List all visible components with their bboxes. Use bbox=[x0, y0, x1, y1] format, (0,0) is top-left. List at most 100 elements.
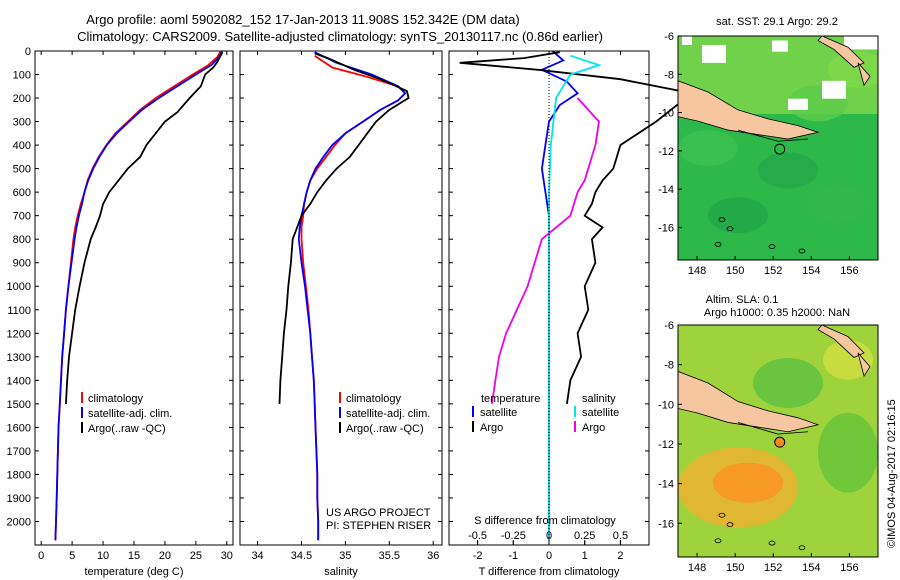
map_sla-xtick-label: 152 bbox=[764, 562, 782, 574]
map_sst-small-island bbox=[718, 217, 726, 223]
temp-xtick-label: 5 bbox=[69, 550, 75, 562]
map-sst-title: sat. SST: 29.1 Argo: 29.2 bbox=[716, 16, 838, 28]
diff-series-1 bbox=[459, 51, 694, 405]
map_sst-small-island bbox=[714, 241, 722, 247]
temp-ytick-label: 1800 bbox=[7, 469, 31, 481]
diff-top-label: S difference from climatology bbox=[474, 515, 616, 527]
map_sla-land-bougainville bbox=[857, 352, 871, 378]
map_sla-ytick-label: -12 bbox=[658, 439, 674, 451]
sal-xtick-label: 35.5 bbox=[379, 550, 400, 562]
map_sst-small-island bbox=[726, 226, 734, 232]
temp-ytick-label: 700 bbox=[13, 211, 31, 223]
map_sla-ytick-label: -14 bbox=[658, 479, 674, 491]
map_sst-land-png bbox=[678, 80, 820, 140]
map_sst-xtick-label: 150 bbox=[726, 265, 744, 277]
map_sla-frame bbox=[677, 324, 879, 558]
temp-ytick-label: 300 bbox=[13, 117, 31, 129]
temp-ytick-label: 1400 bbox=[7, 375, 31, 387]
temp-ytick-label: 1900 bbox=[7, 493, 31, 505]
sal-legend-label: satellite-adj. clim. bbox=[346, 408, 430, 420]
map_sst-land-bougainville bbox=[857, 62, 871, 87]
temp-ytick-label: 1500 bbox=[7, 399, 31, 411]
temp-xtick-label: 0 bbox=[38, 550, 44, 562]
map_sst-nodata bbox=[844, 36, 878, 50]
sal-xtick-label: 35 bbox=[339, 550, 351, 562]
map-sla-title: Altim. SLA: 0.1 bbox=[706, 294, 779, 306]
map_sst-small-island bbox=[768, 244, 776, 249]
map_sla-ytick-label: -8 bbox=[664, 360, 674, 372]
temp-ytick-label: 400 bbox=[13, 140, 31, 152]
salinity-panel: 34 34.5 35 35.5 36 salinity climatology satelli… bbox=[239, 50, 443, 578]
map_sla-xtick-label: 156 bbox=[840, 562, 858, 574]
sal-xtick-label: 36 bbox=[427, 550, 439, 562]
temp-legend-label: climatology bbox=[88, 393, 144, 405]
map_sla-small-island bbox=[714, 538, 722, 544]
map_sla-land-png bbox=[678, 370, 820, 433]
temp-ytick-label: 500 bbox=[13, 164, 31, 176]
temperature-panel: 0 5 10 15 20 25 30 temperature (deg C) 0 100 200 30… bbox=[7, 46, 234, 578]
temp-ytick-label: 1600 bbox=[7, 422, 31, 434]
diff-stick-label: 0.5 bbox=[613, 530, 628, 542]
sal-series-2 bbox=[278, 52, 410, 404]
map_sla-low-anomaly-2 bbox=[818, 412, 878, 493]
temp-series-2 bbox=[65, 51, 224, 404]
sal-xtick-label: 34 bbox=[251, 550, 263, 562]
title-line-1: Argo profile: aoml 5902082_152 17-Jan-20… bbox=[86, 12, 519, 27]
map_sla-reef bbox=[737, 422, 809, 435]
map_sla-xtick-label: 154 bbox=[802, 562, 820, 574]
map_sla-low-anomaly bbox=[753, 358, 823, 408]
temp-ytick-label: 1200 bbox=[7, 328, 31, 340]
map-sla-title-2: Argo h1000: 0.35 h2000: NaN bbox=[704, 307, 850, 319]
diff-xtick-label: 0 bbox=[546, 550, 552, 562]
map_sla-argo-marker bbox=[774, 436, 786, 448]
map_sst-nodata bbox=[822, 80, 846, 99]
map_sst-nodata bbox=[682, 36, 692, 45]
map_sst-ytick-label: -14 bbox=[658, 184, 674, 196]
temp-ytick-label: 1300 bbox=[7, 352, 31, 364]
map_sst-xtick-label: 148 bbox=[688, 265, 706, 277]
map_sst-xtick-label: 152 bbox=[764, 265, 782, 277]
map_sst-content bbox=[678, 36, 878, 260]
temp-ytick-label: 900 bbox=[13, 258, 31, 270]
map_sla-small-island bbox=[718, 512, 726, 518]
diff-xtick-label: -2 bbox=[473, 550, 483, 562]
temp-xtick-label: 10 bbox=[97, 550, 109, 562]
diff-legend-label: Argo bbox=[582, 422, 605, 434]
temp-xtick-label: 15 bbox=[128, 550, 140, 562]
map_sst-patch bbox=[678, 130, 738, 166]
map_sst-reef bbox=[737, 129, 809, 142]
temp-ytick-label: 100 bbox=[13, 70, 31, 82]
map_sla-small-island bbox=[768, 540, 776, 546]
temp-series-1 bbox=[54, 50, 223, 541]
temp-ytick-label: 800 bbox=[13, 234, 31, 246]
temp-ytick-label: 1700 bbox=[7, 446, 31, 458]
map_sla-xtick-label: 150 bbox=[726, 562, 744, 574]
map_sst-frame bbox=[677, 35, 879, 261]
map_sla-small-island bbox=[726, 522, 734, 527]
map_sla-ytick-label: -16 bbox=[658, 518, 674, 530]
diff-stick-label: 0 bbox=[546, 530, 552, 542]
map_sst-ytick-label: -6 bbox=[664, 31, 674, 43]
sal-annotation-2: PI: STEPHEN RISER bbox=[326, 520, 431, 532]
map_sst-nodata bbox=[788, 98, 808, 110]
temp-ytick-label: 0 bbox=[25, 46, 31, 58]
map_sla-ytick-label: -10 bbox=[658, 399, 674, 411]
diff-legend-label: satellite bbox=[582, 407, 619, 419]
map_sst-argo-marker bbox=[774, 143, 786, 155]
temp-ytick-label: 1000 bbox=[7, 281, 31, 293]
map_sst-land-newbritain bbox=[817, 36, 865, 68]
map_sst-patch bbox=[808, 186, 868, 222]
map_sla-xtick-label: 148 bbox=[688, 562, 706, 574]
temp-frame bbox=[34, 50, 234, 546]
timestamp: ©IMOS 04-Aug-2017 02:16:15 bbox=[886, 399, 898, 548]
temp-ytick-label: 2000 bbox=[7, 516, 31, 528]
map_sst-nodata bbox=[702, 44, 726, 63]
diff-xtick-label: 1 bbox=[582, 550, 588, 562]
map_sla-small-island bbox=[798, 545, 806, 551]
map_sla-land-newbritain bbox=[817, 325, 865, 358]
temp-ytick-label: 1100 bbox=[7, 305, 31, 317]
temp-legend-label: satellite-adj. clim. bbox=[88, 408, 172, 420]
diff-xlabel: T difference from climatology bbox=[479, 566, 620, 578]
